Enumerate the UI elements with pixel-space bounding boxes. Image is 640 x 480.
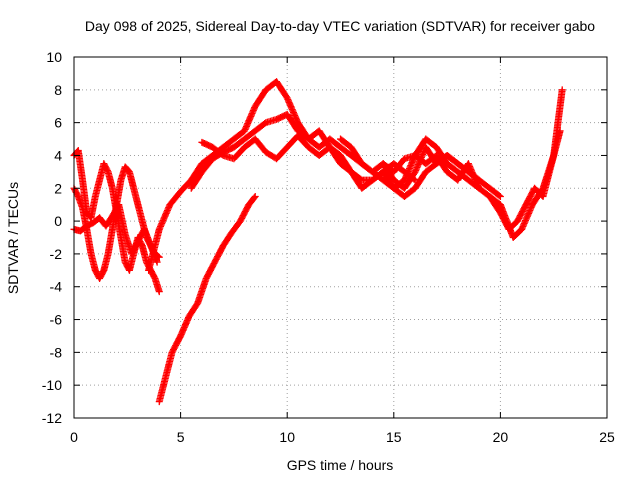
x-tick-label: 25: [599, 429, 615, 445]
y-tick-label: 6: [54, 115, 62, 131]
y-tick-label: 4: [54, 147, 62, 163]
data-point: [250, 194, 258, 202]
y-tick-label: -10: [42, 377, 62, 393]
data-point: [251, 192, 259, 200]
data-point: [496, 192, 504, 200]
series-track-10: [337, 135, 483, 192]
data-point: [495, 192, 503, 200]
series-track-9: [486, 127, 564, 233]
tick-marks: [73, 56, 608, 419]
series-track-5: [155, 192, 259, 406]
y-tick-label: 0: [54, 213, 62, 229]
data-point: [153, 258, 161, 266]
x-tick-label: 0: [70, 429, 78, 445]
series-track-2: [70, 163, 163, 283]
data-point: [558, 86, 566, 94]
data-point: [556, 127, 564, 135]
y-tick-label: -6: [50, 312, 63, 328]
data-point: [474, 175, 482, 183]
y-tick-label: -8: [50, 344, 63, 360]
x-tick-label: 20: [493, 429, 509, 445]
data-points: [70, 78, 566, 406]
y-axis-title: SDTVAR / TECUs: [5, 182, 21, 294]
y-tick-label: 2: [54, 180, 62, 196]
y-tick-label: -12: [42, 410, 62, 426]
tick-labels: 0 5 10 15 20 25 -12 -10 -8 -6 -4 -2 0 2 4 6 8 10: [42, 49, 615, 445]
y-tick-label: -4: [50, 279, 63, 295]
y-tick-label: 8: [54, 82, 62, 98]
x-tick-label: 10: [279, 429, 295, 445]
data-point: [475, 176, 483, 184]
x-axis-title: GPS time / hours: [287, 457, 394, 473]
x-tick-label: 15: [386, 429, 402, 445]
y-tick-label: 10: [46, 49, 62, 65]
x-tick-label: 5: [177, 429, 185, 445]
plot-frame: [73, 56, 608, 419]
y-tick-label: -2: [50, 246, 63, 262]
data-point: [155, 288, 163, 296]
chart-title: Day 098 of 2025, Sidereal Day-to-day VTE…: [85, 18, 595, 34]
